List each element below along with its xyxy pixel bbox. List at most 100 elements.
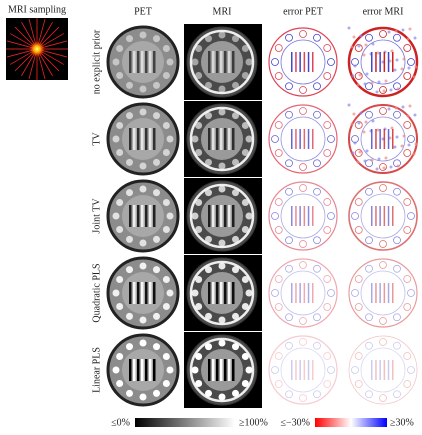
dot: [242, 303, 249, 310]
err-dot: [286, 314, 293, 321]
err-bar: [384, 360, 386, 380]
err-dot: [352, 367, 359, 374]
dot: [126, 35, 133, 42]
err-noise: [407, 115, 410, 118]
bar: [145, 359, 148, 381]
err-bar: [384, 52, 386, 72]
bar: [137, 359, 140, 381]
bar: [129, 128, 132, 150]
err-ring: [281, 194, 325, 238]
err-dot: [328, 59, 335, 66]
err-dot: [366, 265, 373, 272]
err-noise: [409, 105, 412, 108]
dot: [242, 199, 249, 206]
dot: [153, 82, 160, 89]
bar: [137, 51, 140, 73]
dot: [167, 136, 174, 143]
image-cell: [269, 336, 337, 404]
bar: [208, 282, 211, 304]
err-noise: [358, 122, 361, 125]
err-bar: [371, 52, 373, 72]
bar: [153, 282, 156, 304]
err-dot: [328, 136, 335, 143]
err-dot: [272, 290, 279, 297]
err-bar: [371, 206, 373, 226]
err-dot: [366, 314, 373, 321]
dot: [232, 82, 239, 89]
err-dot: [314, 391, 321, 398]
err-bar: [371, 283, 373, 303]
err-dot: [272, 136, 279, 143]
dot: [232, 35, 239, 42]
err-bar: [295, 360, 297, 380]
err-noise: [383, 90, 386, 93]
err-dot: [300, 185, 307, 192]
dot: [153, 343, 160, 350]
err-noise: [408, 144, 411, 147]
err-noise: [385, 80, 388, 83]
column-title: MRI: [213, 6, 232, 17]
dot: [195, 226, 202, 233]
err-bar: [295, 283, 297, 303]
err-noise: [396, 136, 399, 139]
dot: [140, 32, 147, 39]
err-ring: [361, 194, 405, 238]
bar: [149, 51, 152, 73]
bar: [232, 128, 235, 150]
err-dot: [286, 265, 293, 272]
err-ring: [361, 348, 405, 392]
err-noise: [357, 161, 360, 164]
bar: [232, 282, 235, 304]
dot: [195, 199, 202, 206]
err-dot: [394, 265, 401, 272]
bar: [133, 205, 136, 227]
image-cell: [184, 178, 262, 254]
err-dot: [404, 122, 411, 129]
err-noise: [358, 45, 361, 48]
dot: [232, 236, 239, 243]
err-noise: [360, 112, 363, 115]
err-dot: [324, 122, 331, 129]
err-ring: [349, 336, 417, 404]
err-bar: [308, 360, 310, 380]
err-noise: [402, 106, 405, 109]
dot: [153, 390, 160, 397]
err-bar: [308, 129, 310, 149]
bar: [216, 359, 219, 381]
err-noise: [394, 146, 397, 149]
dot: [195, 122, 202, 129]
dot: [140, 340, 147, 347]
err-bar: [375, 283, 377, 303]
bar: [141, 128, 144, 150]
err-noise: [407, 38, 410, 41]
err-noise: [366, 150, 369, 153]
err-noise: [402, 29, 405, 32]
dot: [140, 263, 147, 270]
bar: [220, 282, 223, 304]
err-noise: [388, 31, 391, 34]
bar: [228, 282, 231, 304]
image-cell: [108, 335, 178, 405]
dot: [205, 390, 212, 397]
dot: [163, 276, 170, 283]
err-noise: [409, 28, 412, 31]
dot: [219, 163, 226, 170]
dot: [140, 186, 147, 193]
dot: [113, 367, 120, 374]
err-noise: [359, 74, 362, 77]
dot: [126, 236, 133, 243]
dot: [219, 32, 226, 39]
err-dot: [286, 34, 293, 41]
column-title: error PET: [283, 6, 323, 17]
err-bar: [308, 206, 310, 226]
dot: [116, 45, 123, 52]
dot: [219, 109, 226, 116]
image-cell: [269, 105, 337, 173]
dot: [126, 313, 133, 320]
bar: [208, 128, 211, 150]
err-bar: [295, 206, 297, 226]
err-dot: [324, 73, 331, 80]
err-bar: [299, 129, 301, 149]
err-bar: [308, 52, 310, 72]
dot: [219, 340, 226, 347]
